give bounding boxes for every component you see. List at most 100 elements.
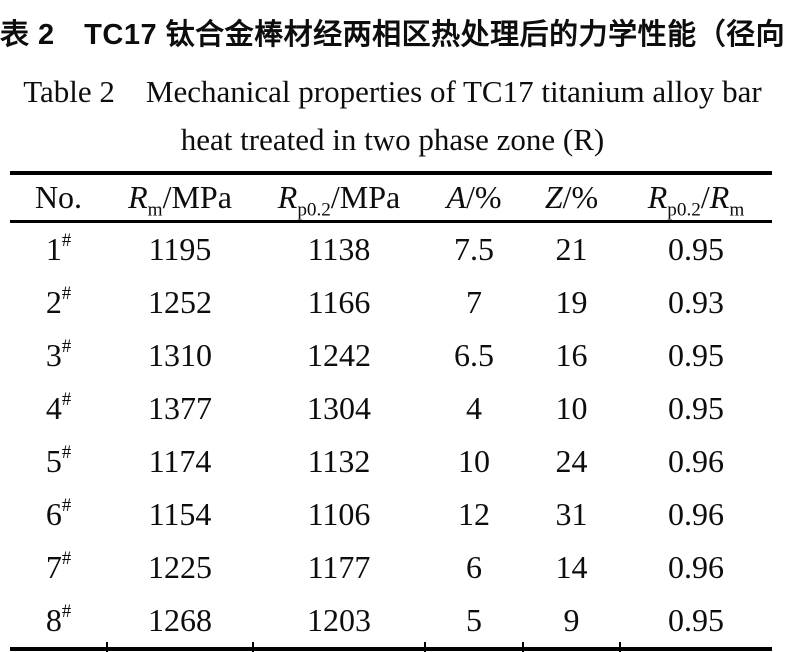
table-row: 1# 1195 1138 7.5 21 0.95 [10,222,772,277]
header-row: No. Rm/MPa Rp0.2/MPa A/% Z/% R [10,173,772,223]
cell-rm: 1225 [148,549,212,585]
cell-a: 7 [466,284,482,320]
cell-no: 5# [10,435,107,488]
cell-z: 9 [563,602,580,638]
table-row: 8# 1268 1203 5 9 0.95 [10,594,772,649]
table-row: 6# 1154 1106 12 31 0.96 [10,488,772,541]
cell-z: 14 [555,549,588,585]
hash-superscript: # [61,230,72,252]
cell-no: 3# [10,329,107,382]
cell-a: 5 [466,602,482,638]
hash-superscript: # [61,601,72,623]
hash-superscript: # [61,283,72,305]
data-table-container: No. Rm/MPa Rp0.2/MPa A/% Z/% R [10,171,772,652]
cell-rp02: 1304 [307,390,371,426]
col-header-a: A/% [425,173,523,223]
cell-a: 10 [458,443,490,479]
cell-z: 10 [555,390,588,426]
cell-a: 12 [458,496,490,532]
cell-ratio: 0.93 [668,284,724,320]
header-subscript-ratio-1: p0.2 [667,199,701,221]
column-border-tick [424,642,426,652]
table-row: 3# 1310 1242 6.5 16 0.95 [10,329,772,382]
specimen-number: 5 [45,443,62,479]
cell-rp02: 1132 [307,443,371,479]
table-row: 4# 1377 1304 4 10 0.95 [10,382,772,435]
specimen-number: 2 [45,284,62,320]
cell-no: 4# [10,382,107,435]
cell-rm: 1377 [148,390,212,426]
column-border-tick [619,642,621,652]
cell-ratio: 0.96 [668,496,724,532]
cell-rm: 1154 [148,496,212,532]
header-symbol-rp02: R [277,179,298,215]
cell-z: 21 [555,231,588,267]
header-symbol-ratio-2: R [709,179,730,215]
header-unit-a: /% [466,179,502,215]
column-border-tick [106,642,108,652]
table-row: 2# 1252 1166 7 19 0.93 [10,276,772,329]
header-symbol-z: Z [544,179,563,215]
col-header-z: Z/% [523,173,620,223]
cell-z: 19 [555,284,588,320]
table-title-chinese: 表 2 TC17 钛合金棒材经两相区热处理后的力学性能（径向） [0,19,785,51]
cell-ratio: 0.95 [668,390,724,426]
cell-ratio: 0.96 [668,549,724,585]
cell-rm: 1252 [148,284,212,320]
table-title-english-line2: heat treated in two phase zone (R) [180,122,605,157]
col-header-ratio: Rp0.2/Rm [620,173,772,223]
hash-superscript: # [61,495,72,517]
cell-z: 24 [555,443,588,479]
cell-no: 6# [10,488,107,541]
header-unit-z: /% [562,179,599,215]
cell-z: 31 [555,496,588,532]
header-symbol-rm: R [128,179,148,215]
column-border-tick [522,642,524,652]
header-subscript-rm: m [147,199,163,221]
table-row: 5# 1174 1132 10 24 0.96 [10,435,772,488]
cell-rm: 1174 [148,443,212,479]
cell-z: 16 [555,337,588,373]
specimen-number: 4 [45,390,62,426]
header-subscript-ratio-2: m [729,199,745,221]
cell-rp02: 1203 [307,602,371,638]
header-symbol-ratio-1: R [647,179,668,215]
cell-rp02: 1138 [307,231,371,267]
hash-superscript: # [61,336,72,358]
cell-rp02: 1166 [307,284,371,320]
cell-rp02: 1106 [307,496,371,532]
table-row: 7# 1225 1177 6 14 0.96 [10,541,772,594]
specimen-number: 3 [45,337,62,373]
cell-ratio: 0.96 [668,443,724,479]
cell-no: 7# [10,541,107,594]
mechanical-properties-table: No. Rm/MPa Rp0.2/MPa A/% Z/% R [10,171,772,651]
header-ratio-slash: / [700,179,710,215]
specimen-number: 8 [45,602,62,638]
hash-superscript: # [61,389,72,411]
column-border-tick [252,642,254,652]
cell-rp02: 1177 [307,549,371,585]
cell-a: 6 [466,549,482,585]
header-unit-rp02: /MPa [330,179,401,215]
cell-ratio: 0.95 [668,231,724,267]
header-unit-rm: /MPa [162,179,232,215]
cell-rm: 1268 [148,602,212,638]
header-label: No. [34,179,83,215]
col-header-rp02: Rp0.2/MPa [253,173,425,223]
cell-rm: 1310 [148,337,212,373]
table-title-english-line1: Table 2 Mechanical properties of TC17 ti… [23,74,762,109]
specimen-number: 1 [45,231,62,267]
header-subscript-rp02: p0.2 [297,199,331,221]
col-header-rm: Rm/MPa [107,173,253,223]
hash-superscript: # [61,548,72,570]
cell-a: 4 [466,390,482,426]
header-symbol-a: A [446,179,466,215]
cell-a: 6.5 [454,337,494,373]
cell-no: 8# [10,594,107,649]
cell-no: 1# [10,222,107,277]
cell-rp02: 1242 [307,337,371,373]
cell-ratio: 0.95 [668,602,724,638]
cell-ratio: 0.95 [668,337,724,373]
specimen-number: 7 [45,549,62,585]
